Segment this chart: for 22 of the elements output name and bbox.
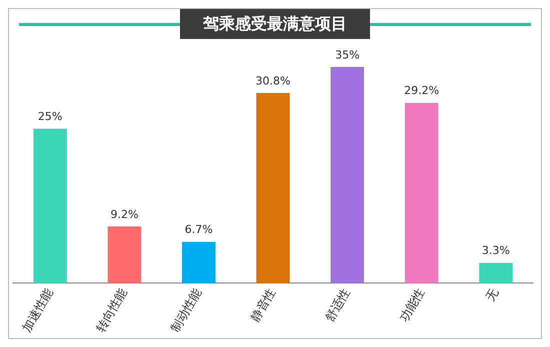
x-tick-label: 加速性能: [19, 286, 56, 334]
bar: [182, 242, 216, 284]
data-label: 9.2%: [110, 208, 138, 221]
bar: [33, 128, 67, 284]
x-tick-label: 舒适性: [322, 286, 353, 324]
x-tick-label: 制动性能: [168, 286, 204, 334]
x-tick-label: 功能性: [396, 286, 427, 324]
data-label: 6.7%: [184, 223, 213, 236]
x-tick-label: 转向性能: [94, 286, 130, 334]
data-label: 35%: [335, 48, 360, 62]
bar: [479, 262, 513, 284]
chart-title: 驾乘感受最满意项目: [180, 9, 370, 39]
bar: [404, 102, 438, 284]
data-label: 29.2%: [404, 84, 440, 98]
bar: [256, 92, 290, 284]
x-tick-label: 无: [483, 286, 502, 304]
data-label: 30.8%: [256, 74, 290, 88]
bar: [330, 67, 364, 284]
data-label: 25%: [38, 110, 62, 124]
bar: [108, 226, 142, 284]
x-tick-label: 静音性: [248, 286, 278, 324]
data-label: 3.3%: [482, 244, 510, 258]
